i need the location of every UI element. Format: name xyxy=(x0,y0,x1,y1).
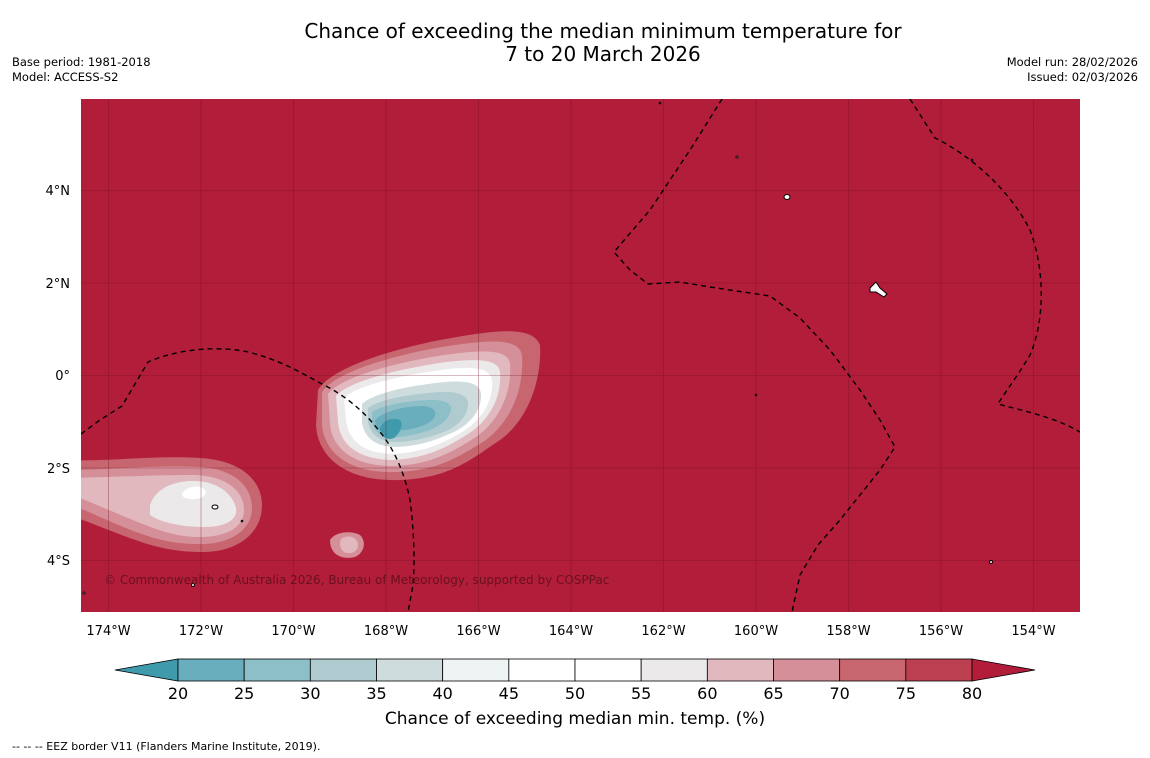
colorbar-tick: 80 xyxy=(962,684,982,703)
lat-tick: 4°S xyxy=(47,554,70,569)
lon-tick: 174°W xyxy=(86,624,130,639)
colorbar-tick: 35 xyxy=(366,684,386,703)
colorbar-segment xyxy=(243,658,311,682)
title-line-2: 7 to 20 March 2026 xyxy=(505,42,701,66)
anomaly-west xyxy=(81,457,364,558)
colorbar-segment xyxy=(177,658,245,682)
colorbar-tick: 55 xyxy=(631,684,651,703)
lat-axis: 4°N 2°N 0° 2°S 4°S xyxy=(46,184,71,569)
colorbar-segment xyxy=(442,658,510,682)
chart-title: Chance of exceeding the median minimum t… xyxy=(0,20,1150,66)
colorbar-segment xyxy=(574,658,642,682)
colorbar-segment xyxy=(905,658,973,682)
colorbar-tick: 45 xyxy=(499,684,519,703)
graticule xyxy=(81,99,1080,612)
lon-tick: 158°W xyxy=(826,624,870,639)
map-content: © Commonwealth of Australia 2026, Bureau… xyxy=(81,99,1080,612)
issued-date: Issued: 02/03/2026 xyxy=(1027,70,1138,84)
colorbar-segment xyxy=(706,658,774,682)
colorbar-extension-high xyxy=(971,658,1036,682)
lat-tick: 4°N xyxy=(46,184,71,199)
colorbar-segment xyxy=(376,658,444,682)
lat-tick: 0° xyxy=(55,369,70,384)
lon-tick: 172°W xyxy=(179,624,223,639)
lon-tick: 164°W xyxy=(549,624,593,639)
colorbar-tick: 75 xyxy=(896,684,916,703)
model-run: Model run: 28/02/2026 xyxy=(1006,55,1138,69)
colorbar-tick: 25 xyxy=(234,684,254,703)
lat-tick: 2°N xyxy=(46,277,71,292)
anomaly-center xyxy=(316,331,541,481)
colorbar-label: Chance of exceeding median min. temp. (%… xyxy=(384,709,766,729)
colorbar-tick: 20 xyxy=(168,684,188,703)
colorbar-tick: 40 xyxy=(432,684,452,703)
model-name: Model: ACCESS-S2 xyxy=(12,70,119,84)
colorbar-tick: 50 xyxy=(565,684,585,703)
colorbar-segment xyxy=(640,658,708,682)
colorbar-segment xyxy=(839,658,907,682)
colorbar-extension-low xyxy=(114,658,179,682)
lon-tick: 156°W xyxy=(919,624,963,639)
base-period: Base period: 1981-2018 xyxy=(12,55,151,69)
colorbar-tick: 30 xyxy=(300,684,320,703)
lon-tick: 160°W xyxy=(734,624,778,639)
colorbar-tick: 70 xyxy=(829,684,849,703)
meta-right: Model run: 28/02/2026 Issued: 02/03/2026 xyxy=(1007,55,1138,85)
colorbar-segment xyxy=(309,658,377,682)
footer-note: -- -- -- EEZ border V11 (Flanders Marine… xyxy=(12,740,321,753)
meta-left: Base period: 1981-2018 Model: ACCESS-S2 xyxy=(12,55,151,85)
lon-tick: 168°W xyxy=(364,624,408,639)
lon-tick: 154°W xyxy=(1011,624,1055,639)
eez-borders xyxy=(81,99,1080,612)
title-line-1: Chance of exceeding the median minimum t… xyxy=(304,19,902,43)
copyright-text: © Commonwealth of Australia 2026, Bureau… xyxy=(104,573,609,587)
colorbar: 20 25 30 35 40 45 50 55 60 65 70 75 80 xyxy=(114,658,1036,703)
colorbar-tick: 60 xyxy=(697,684,717,703)
lon-tick: 166°W xyxy=(456,624,500,639)
lat-tick: 2°S xyxy=(47,462,70,477)
islands xyxy=(82,101,993,595)
colorbar-tick: 65 xyxy=(763,684,783,703)
lon-tick: 162°W xyxy=(641,624,685,639)
colorbar-segment xyxy=(508,658,576,682)
colorbar-segment xyxy=(773,658,841,682)
lon-axis: 174°W 172°W 170°W 168°W 166°W 164°W 162°… xyxy=(86,624,1055,639)
lon-tick: 170°W xyxy=(271,624,315,639)
